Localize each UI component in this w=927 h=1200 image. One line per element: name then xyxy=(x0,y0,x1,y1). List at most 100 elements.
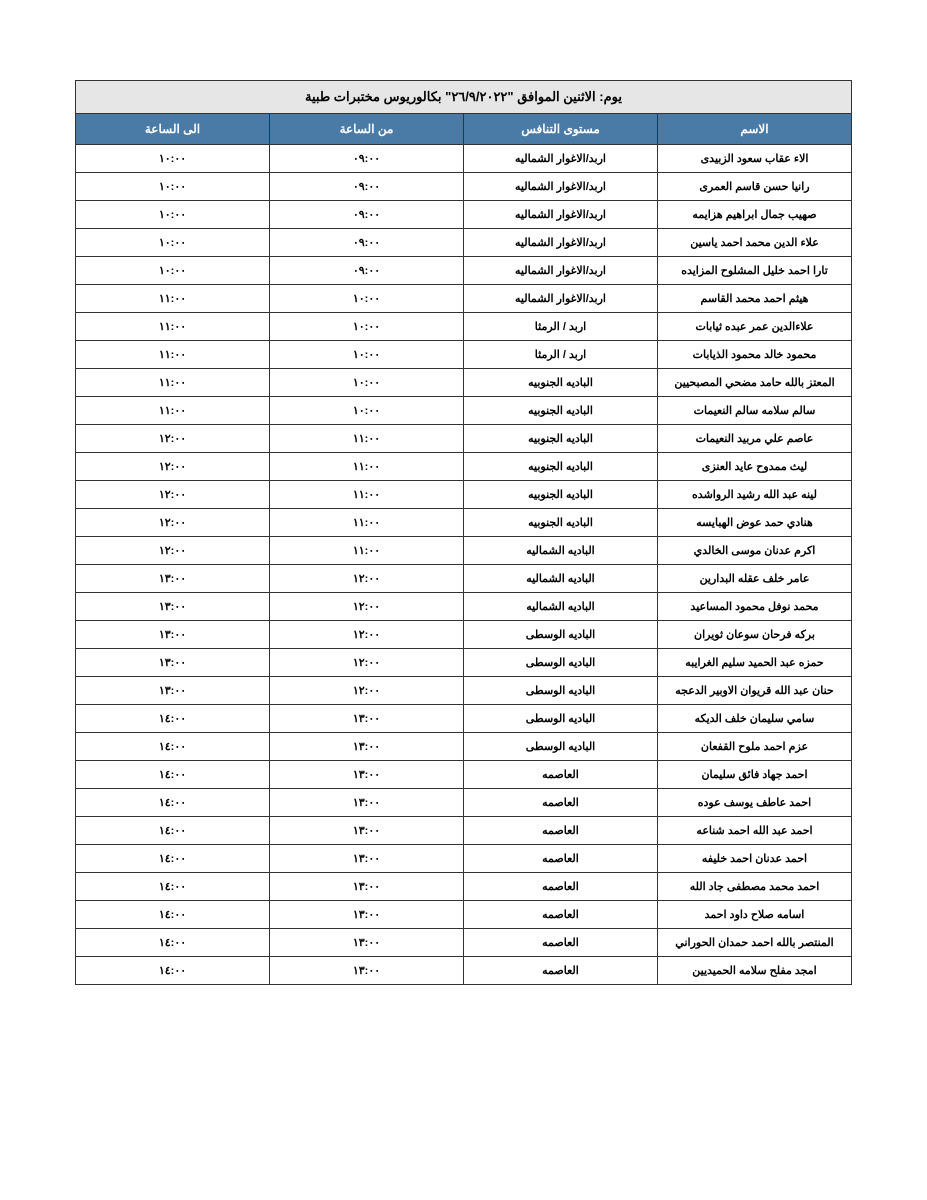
cell-from: ٠٩:٠٠ xyxy=(270,201,464,229)
table-title: يوم: الاثنين الموافق "٢٦/٩/٢٠٢٢" بكالوري… xyxy=(76,81,852,114)
cell-from: ١٣:٠٠ xyxy=(270,845,464,873)
table-row: الاء عقاب سعود الزبيدىاربد/الاغوار الشما… xyxy=(76,145,852,173)
cell-level: الباديه الوسطى xyxy=(464,705,658,733)
table-row: احمد عاطف يوسف عودهالعاصمه١٣:٠٠١٤:٠٠ xyxy=(76,789,852,817)
cell-level: العاصمه xyxy=(464,761,658,789)
cell-level: العاصمه xyxy=(464,817,658,845)
cell-level: اربد / الرمثا xyxy=(464,341,658,369)
cell-name: احمد محمد مصطفى جاد الله xyxy=(658,873,852,901)
cell-level: العاصمه xyxy=(464,789,658,817)
cell-level: العاصمه xyxy=(464,929,658,957)
cell-name: عامر خلف عقله البدارين xyxy=(658,565,852,593)
table-row: سامي سليمان خلف الديكهالباديه الوسطى١٣:٠… xyxy=(76,705,852,733)
cell-to: ١٣:٠٠ xyxy=(76,565,270,593)
table-row: علاءالدين عمر عبده ثياباتاربد / الرمثا١٠… xyxy=(76,313,852,341)
cell-name: اسامه صلاح داود احمد xyxy=(658,901,852,929)
cell-level: العاصمه xyxy=(464,873,658,901)
cell-level: اربد/الاغوار الشماليه xyxy=(464,257,658,285)
cell-to: ١٠:٠٠ xyxy=(76,145,270,173)
cell-level: الباديه الوسطى xyxy=(464,649,658,677)
cell-name: ليث ممدوح عايد العنزى xyxy=(658,453,852,481)
document-page: يوم: الاثنين الموافق "٢٦/٩/٢٠٢٢" بكالوري… xyxy=(0,0,927,1065)
table-row: صهيب جمال ابراهيم هزايمهاربد/الاغوار الش… xyxy=(76,201,852,229)
cell-level: اربد / الرمثا xyxy=(464,313,658,341)
cell-name: تارا احمد خليل المشلوح المزايده xyxy=(658,257,852,285)
cell-from: ١١:٠٠ xyxy=(270,425,464,453)
schedule-table: يوم: الاثنين الموافق "٢٦/٩/٢٠٢٢" بكالوري… xyxy=(75,80,852,985)
cell-to: ١٤:٠٠ xyxy=(76,957,270,985)
cell-from: ١٣:٠٠ xyxy=(270,929,464,957)
cell-to: ١٤:٠٠ xyxy=(76,845,270,873)
cell-to: ١٢:٠٠ xyxy=(76,537,270,565)
cell-name: اكرم عدنان موسى الخالدي xyxy=(658,537,852,565)
cell-name: احمد جهاد فائق سليمان xyxy=(658,761,852,789)
cell-from: ١٣:٠٠ xyxy=(270,957,464,985)
cell-name: حمزه عبد الحميد سليم الغرايبه xyxy=(658,649,852,677)
cell-name: محمود خالد محمود الذيابات xyxy=(658,341,852,369)
cell-from: ١٣:٠٠ xyxy=(270,873,464,901)
cell-level: اربد/الاغوار الشماليه xyxy=(464,145,658,173)
table-row: احمد جهاد فائق سليمانالعاصمه١٣:٠٠١٤:٠٠ xyxy=(76,761,852,789)
table-row: هيثم احمد محمد القاسماربد/الاغوار الشمال… xyxy=(76,285,852,313)
cell-name: عاصم علي مربيد النعيمات xyxy=(658,425,852,453)
cell-to: ١٢:٠٠ xyxy=(76,425,270,453)
cell-to: ١٤:٠٠ xyxy=(76,873,270,901)
cell-to: ١٤:٠٠ xyxy=(76,761,270,789)
cell-level: اربد/الاغوار الشماليه xyxy=(464,201,658,229)
cell-to: ١٣:٠٠ xyxy=(76,649,270,677)
cell-from: ١٢:٠٠ xyxy=(270,621,464,649)
cell-level: الباديه الجنوبيه xyxy=(464,369,658,397)
cell-from: ١١:٠٠ xyxy=(270,537,464,565)
cell-name: المعتز بالله حامد مضحي المصبحيين xyxy=(658,369,852,397)
cell-name: احمد عاطف يوسف عوده xyxy=(658,789,852,817)
cell-name: حنان عبد الله قريوان الاوبير الدعجه xyxy=(658,677,852,705)
cell-to: ١٠:٠٠ xyxy=(76,229,270,257)
cell-name: امجد مفلح سلامه الحميديين xyxy=(658,957,852,985)
cell-from: ٠٩:٠٠ xyxy=(270,145,464,173)
cell-level: الباديه الجنوبيه xyxy=(464,425,658,453)
cell-level: الباديه الشماليه xyxy=(464,593,658,621)
cell-from: ١٠:٠٠ xyxy=(270,313,464,341)
cell-from: ١٠:٠٠ xyxy=(270,369,464,397)
cell-name: احمد عبد الله احمد شناعه xyxy=(658,817,852,845)
table-row: عاصم علي مربيد النعيماتالباديه الجنوبيه١… xyxy=(76,425,852,453)
table-row: احمد محمد مصطفى جاد اللهالعاصمه١٣:٠٠١٤:٠… xyxy=(76,873,852,901)
header-name: الاسم xyxy=(658,114,852,145)
cell-level: الباديه الجنوبيه xyxy=(464,509,658,537)
cell-level: الباديه الجنوبيه xyxy=(464,453,658,481)
cell-name: صهيب جمال ابراهيم هزايمه xyxy=(658,201,852,229)
table-row: امجد مفلح سلامه الحميديينالعاصمه١٣:٠٠١٤:… xyxy=(76,957,852,985)
cell-name: بركه فرحان سوعان ثويران xyxy=(658,621,852,649)
cell-from: ١٢:٠٠ xyxy=(270,677,464,705)
cell-to: ١٤:٠٠ xyxy=(76,733,270,761)
cell-to: ١١:٠٠ xyxy=(76,313,270,341)
table-row: بركه فرحان سوعان ثويرانالباديه الوسطى١٢:… xyxy=(76,621,852,649)
table-row: احمد عدنان احمد خليفهالعاصمه١٣:٠٠١٤:٠٠ xyxy=(76,845,852,873)
table-row: محمود خالد محمود الذياباتاربد / الرمثا١٠… xyxy=(76,341,852,369)
cell-to: ١٢:٠٠ xyxy=(76,481,270,509)
cell-level: الباديه الشماليه xyxy=(464,537,658,565)
cell-from: ١٣:٠٠ xyxy=(270,789,464,817)
table-row: عامر خلف عقله البدارينالباديه الشماليه١٢… xyxy=(76,565,852,593)
table-row: محمد نوفل محمود المساعيدالباديه الشماليه… xyxy=(76,593,852,621)
cell-from: ٠٩:٠٠ xyxy=(270,257,464,285)
cell-from: ١٠:٠٠ xyxy=(270,341,464,369)
cell-level: الباديه الشماليه xyxy=(464,565,658,593)
cell-level: اربد/الاغوار الشماليه xyxy=(464,285,658,313)
table-body: الاء عقاب سعود الزبيدىاربد/الاغوار الشما… xyxy=(76,145,852,985)
header-to: الى الساعة xyxy=(76,114,270,145)
table-row: عزم احمد ملوح القفعانالباديه الوسطى١٣:٠٠… xyxy=(76,733,852,761)
cell-from: ١١:٠٠ xyxy=(270,453,464,481)
cell-from: ١٣:٠٠ xyxy=(270,761,464,789)
table-row: حمزه عبد الحميد سليم الغرايبهالباديه الو… xyxy=(76,649,852,677)
cell-name: سامي سليمان خلف الديكه xyxy=(658,705,852,733)
cell-to: ١٤:٠٠ xyxy=(76,789,270,817)
table-row: المعتز بالله حامد مضحي المصبحيينالباديه … xyxy=(76,369,852,397)
table-row: لينه عبد الله رشيد الرواشدهالباديه الجنو… xyxy=(76,481,852,509)
cell-from: ١٢:٠٠ xyxy=(270,649,464,677)
cell-to: ١٢:٠٠ xyxy=(76,509,270,537)
cell-from: ١٣:٠٠ xyxy=(270,733,464,761)
table-row: هنادي حمد عوض الهبايسهالباديه الجنوبيه١١… xyxy=(76,509,852,537)
cell-level: الباديه الجنوبيه xyxy=(464,481,658,509)
table-row: رانيا حسن قاسم العمرىاربد/الاغوار الشمال… xyxy=(76,173,852,201)
